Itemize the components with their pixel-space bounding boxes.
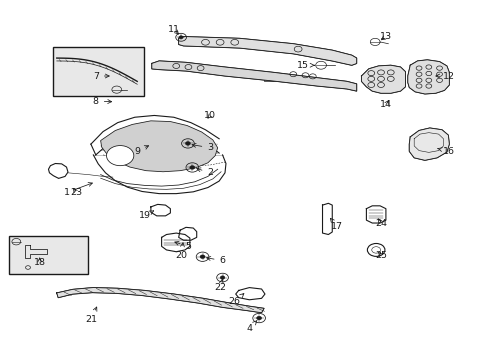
Text: 6: 6 bbox=[206, 256, 225, 265]
Polygon shape bbox=[408, 128, 448, 160]
Text: 8: 8 bbox=[93, 96, 111, 105]
Circle shape bbox=[179, 36, 183, 39]
Text: 7: 7 bbox=[93, 72, 109, 81]
Polygon shape bbox=[101, 121, 217, 172]
Text: 5: 5 bbox=[175, 241, 191, 251]
Text: 1: 1 bbox=[63, 183, 92, 197]
Circle shape bbox=[185, 141, 190, 145]
Text: 22: 22 bbox=[214, 279, 225, 292]
Text: 10: 10 bbox=[204, 111, 216, 120]
Polygon shape bbox=[407, 60, 448, 94]
Circle shape bbox=[200, 255, 204, 258]
Text: 21: 21 bbox=[85, 307, 97, 324]
Text: 2: 2 bbox=[196, 168, 213, 177]
Text: 13: 13 bbox=[379, 32, 391, 41]
Text: 11: 11 bbox=[167, 25, 180, 34]
Circle shape bbox=[256, 316, 261, 320]
Text: 17: 17 bbox=[330, 218, 343, 231]
Polygon shape bbox=[152, 61, 356, 91]
Text: 19: 19 bbox=[138, 211, 153, 220]
Polygon shape bbox=[178, 37, 356, 65]
FancyBboxPatch shape bbox=[9, 236, 88, 274]
Text: 20: 20 bbox=[175, 243, 187, 260]
Text: 3: 3 bbox=[192, 143, 213, 152]
Text: 12: 12 bbox=[435, 72, 454, 81]
Text: 25: 25 bbox=[374, 251, 386, 260]
Text: 23: 23 bbox=[70, 188, 82, 197]
Polygon shape bbox=[361, 65, 405, 93]
Circle shape bbox=[220, 276, 224, 279]
FancyBboxPatch shape bbox=[53, 47, 143, 96]
Text: 16: 16 bbox=[437, 147, 454, 156]
Polygon shape bbox=[57, 288, 264, 313]
Text: 9: 9 bbox=[134, 146, 148, 156]
Text: 18: 18 bbox=[34, 258, 45, 267]
Circle shape bbox=[189, 166, 194, 169]
Circle shape bbox=[106, 145, 134, 166]
Text: 15: 15 bbox=[296, 61, 314, 70]
Text: 4: 4 bbox=[246, 320, 257, 333]
Text: 14: 14 bbox=[379, 100, 391, 109]
Text: 26: 26 bbox=[228, 293, 244, 306]
Text: 24: 24 bbox=[374, 219, 386, 228]
